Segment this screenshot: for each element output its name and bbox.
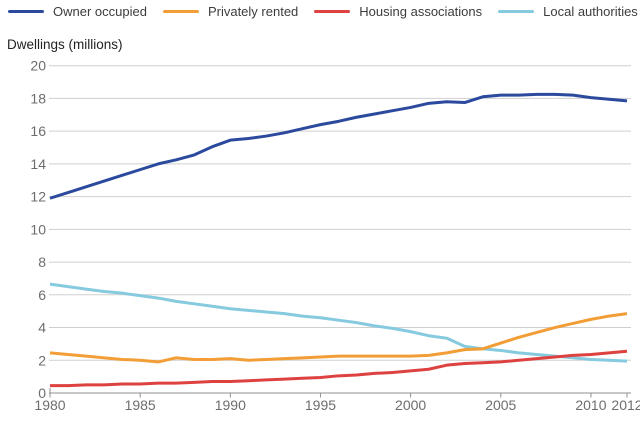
legend-item-housing-associations: Housing associations — [314, 4, 482, 19]
y-tick-label-4: 4 — [38, 320, 46, 336]
y-tick-label-18: 18 — [30, 90, 46, 106]
y-tick-label-2: 2 — [38, 352, 46, 368]
x-tick-label-1995: 1995 — [305, 397, 336, 413]
series-line-housing-associations — [50, 349, 628, 388]
y-tick-label-8: 8 — [38, 254, 46, 270]
x-tick-label-2010: 2010 — [575, 397, 606, 413]
legend-item-privately-rented: Privately rented — [162, 4, 299, 19]
series-line-owner-occupied — [49, 92, 628, 200]
y-tick-label-0: 0 — [38, 385, 46, 401]
y-tick-label-16: 16 — [30, 123, 46, 139]
legend-item-owner-occupied: Owner occupied — [8, 4, 147, 19]
legend-swatch-housing-associations — [314, 10, 351, 13]
legend-label-privately-rented: Privately rented — [207, 4, 299, 19]
y-tick-label-10: 10 — [30, 221, 46, 237]
legend-swatch-owner-occupied — [8, 10, 44, 13]
x-tick-label-2000: 2000 — [395, 397, 426, 413]
legend-item-local-authorities: Local authorities — [498, 4, 638, 19]
legend-swatch-privately-rented — [162, 10, 199, 13]
series-line-local-authorities — [49, 282, 628, 363]
x-tick-label-2005: 2005 — [485, 397, 516, 413]
y-tick-label-14: 14 — [30, 156, 46, 172]
x-tick-label-1985: 1985 — [125, 397, 156, 413]
x-tick-label-1980: 1980 — [34, 397, 65, 413]
legend-label-housing-associations: Housing associations — [359, 4, 483, 19]
legend-label-owner-occupied: Owner occupied — [53, 4, 147, 19]
series-line-privately-rented — [49, 312, 628, 364]
x-tick-label-2012: 2012 — [611, 397, 640, 413]
legend-swatch-local-authorities — [498, 10, 535, 13]
y-tick-label-20: 20 — [30, 58, 46, 74]
legend-label-local-authorities: Local authorities — [543, 4, 638, 19]
chart-legend: Owner occupied Privately rented Housing … — [8, 4, 638, 19]
x-tick-label-1990: 1990 — [215, 397, 246, 413]
y-axis-title: Dwellings (millions) — [7, 37, 123, 52]
y-tick-label-12: 12 — [30, 189, 46, 205]
y-tick-label-6: 6 — [38, 287, 46, 303]
